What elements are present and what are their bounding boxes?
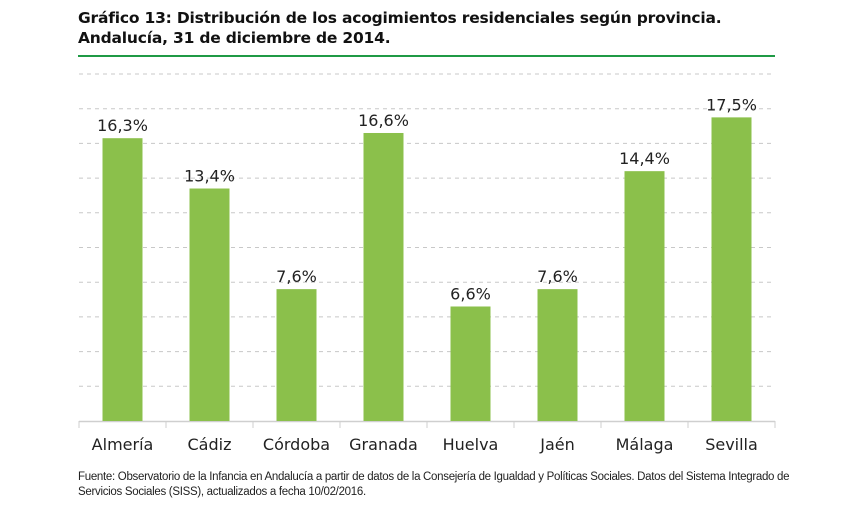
data-label: 16,6% xyxy=(358,111,409,130)
x-tick-label: Almería xyxy=(92,435,154,454)
bar-sevilla xyxy=(711,117,752,421)
chart-title-line1: Gráfico 13: Distribución de los acogimie… xyxy=(78,9,722,27)
x-tick-label: Málaga xyxy=(616,435,674,454)
data-label: 17,5% xyxy=(706,95,757,114)
x-tick-label: Huelva xyxy=(443,435,499,454)
chart-title: Gráfico 13: Distribución de los acogimie… xyxy=(78,8,722,48)
bar-córdoba xyxy=(276,289,317,421)
bar-málaga xyxy=(624,171,665,421)
data-label: 6,6% xyxy=(450,284,491,303)
bar-cádiz xyxy=(189,188,230,421)
title-rule xyxy=(78,55,775,57)
bar-granada xyxy=(363,132,404,422)
bar-jaén xyxy=(537,289,578,421)
data-label: 7,6% xyxy=(537,267,578,286)
data-label: 16,3% xyxy=(97,116,148,135)
x-tick-label: Jaén xyxy=(539,435,575,454)
bar-almería xyxy=(102,138,143,421)
source-note: Fuente: Observatorio de la Infancia en A… xyxy=(78,471,790,498)
chart-title-line2: Andalucía, 31 de diciembre de 2014. xyxy=(78,29,391,47)
x-tick-label: Cádiz xyxy=(188,435,232,454)
bar-huelva xyxy=(450,306,491,421)
x-tick-label: Sevilla xyxy=(705,435,758,454)
x-tick-label: Granada xyxy=(349,435,418,454)
data-label: 7,6% xyxy=(276,267,317,286)
data-label: 14,4% xyxy=(619,149,670,168)
data-label: 13,4% xyxy=(184,167,235,186)
x-tick-label: Córdoba xyxy=(263,435,330,454)
